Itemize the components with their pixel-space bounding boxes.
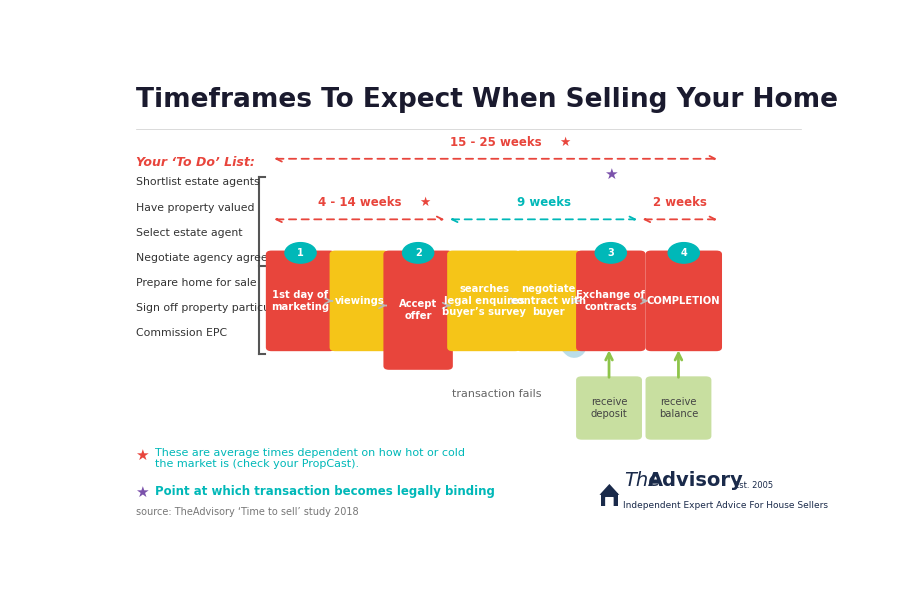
Text: Commission EPC: Commission EPC (135, 329, 227, 338)
Text: 2: 2 (415, 248, 421, 258)
Text: source: TheAdvisory ‘Time to sell’ study 2018: source: TheAdvisory ‘Time to sell’ study… (135, 508, 358, 517)
FancyArrowPatch shape (427, 300, 574, 345)
FancyBboxPatch shape (330, 250, 389, 351)
Text: 4 - 14 weeks: 4 - 14 weeks (317, 196, 401, 209)
Text: Negotiate agency agreement: Negotiate agency agreement (135, 253, 295, 263)
Circle shape (668, 243, 699, 263)
Circle shape (285, 243, 316, 263)
Text: Advisory: Advisory (648, 471, 743, 491)
Text: These are average times dependent on how hot or cold
the market is (check your P: These are average times dependent on how… (155, 448, 465, 469)
Text: Prepare home for sale: Prepare home for sale (135, 278, 256, 288)
Text: ★: ★ (420, 196, 430, 209)
Text: COMPLETION: COMPLETION (647, 296, 720, 306)
Text: 9 weeks: 9 weeks (516, 196, 570, 209)
Text: Shortlist estate agents: Shortlist estate agents (135, 177, 260, 188)
FancyBboxPatch shape (576, 250, 645, 351)
Text: ★: ★ (604, 167, 618, 182)
Text: ★: ★ (559, 136, 570, 149)
Text: Exchange of
contracts: Exchange of contracts (577, 290, 645, 312)
Text: Point at which transaction becomes legally binding: Point at which transaction becomes legal… (155, 485, 495, 498)
FancyBboxPatch shape (384, 250, 452, 370)
Text: negotiate
contract with
buyer: negotiate contract with buyer (511, 284, 586, 318)
Text: Accept
offer: Accept offer (399, 299, 437, 321)
Text: Est. 2005: Est. 2005 (734, 482, 773, 491)
Text: 1: 1 (297, 248, 304, 258)
Text: Timeframes To Expect When Selling Your Home: Timeframes To Expect When Selling Your H… (135, 87, 837, 113)
Text: 4: 4 (680, 248, 687, 258)
FancyBboxPatch shape (645, 376, 711, 440)
Polygon shape (600, 484, 620, 495)
FancyBboxPatch shape (515, 250, 581, 351)
Text: Your ‘To Do’ List:: Your ‘To Do’ List: (135, 157, 254, 169)
FancyBboxPatch shape (600, 493, 618, 506)
Circle shape (595, 243, 626, 263)
Text: 15 - 25 weeks: 15 - 25 weeks (450, 136, 541, 149)
Text: receive
deposit: receive deposit (590, 397, 627, 419)
Text: Sign off property particulars: Sign off property particulars (135, 303, 289, 313)
Text: 1st day of
marketing: 1st day of marketing (271, 290, 330, 312)
Text: Have property valued: Have property valued (135, 203, 254, 212)
Text: ★: ★ (135, 448, 149, 463)
Text: receive
balance: receive balance (659, 397, 698, 419)
FancyBboxPatch shape (605, 497, 613, 506)
Text: 2 weeks: 2 weeks (653, 196, 707, 209)
FancyBboxPatch shape (645, 250, 722, 351)
FancyBboxPatch shape (266, 250, 335, 351)
Text: searches
legal enquires
buyer’s survey: searches legal enquires buyer’s survey (442, 284, 526, 318)
Text: The: The (624, 471, 661, 491)
Text: ★: ★ (135, 485, 149, 500)
FancyBboxPatch shape (447, 250, 521, 351)
Text: transaction fails: transaction fails (452, 389, 541, 399)
Text: viewings: viewings (335, 296, 384, 306)
Text: Select estate agent: Select estate agent (135, 227, 242, 238)
Circle shape (402, 243, 434, 263)
FancyBboxPatch shape (576, 376, 642, 440)
Text: Independent Expert Advice For House Sellers: Independent Expert Advice For House Sell… (622, 502, 828, 511)
Text: 3: 3 (608, 248, 614, 258)
